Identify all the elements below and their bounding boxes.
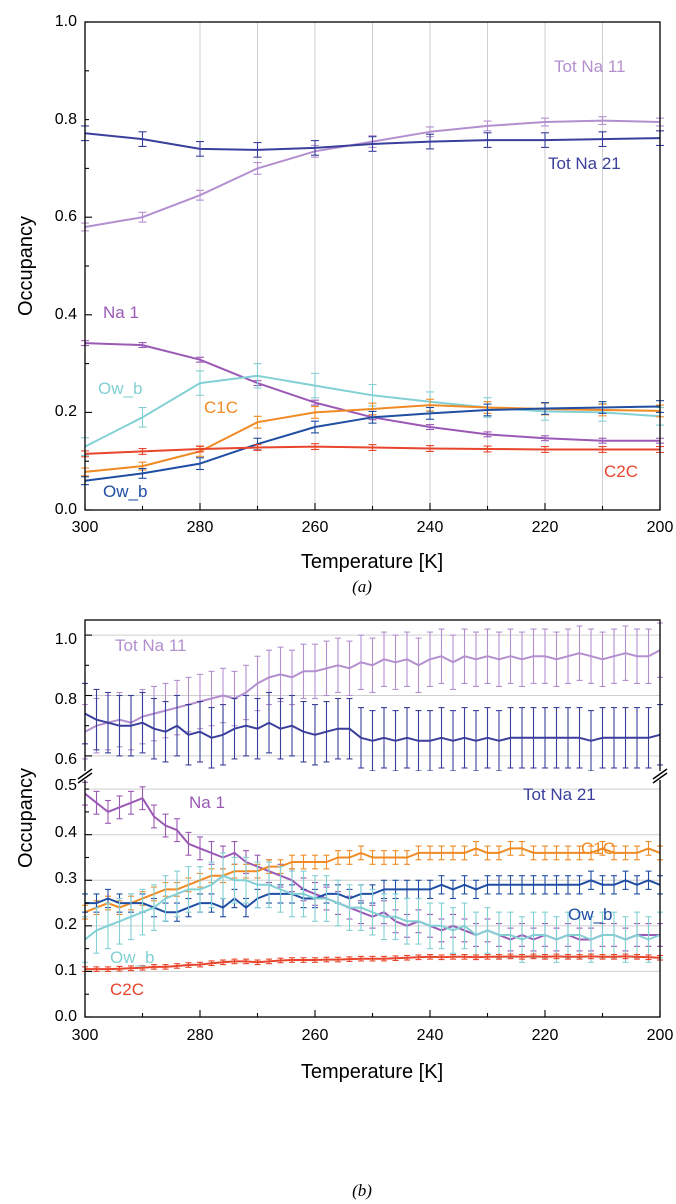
panel-b: 0.0 0.1 0.2 0.3 0.4 0.5 0.6 0.8 1.0 300 … [15,619,674,1200]
a-y-tick-label: 0.2 [55,403,77,420]
panel-b-axis-break-gap [79,771,666,780]
a-y-tick-label: 0.8 [55,111,77,128]
b-x-tick-label: 200 [647,1027,674,1044]
b-series-tot-na-21 [82,682,663,772]
panel-a: 0.0 0.2 0.4 0.6 0.8 1.0 300 280 260 240 … [15,13,673,596]
b-line-c2c [85,955,661,971]
b-y-tick-label: 0.5 [55,777,77,794]
a-line-c2c [84,445,660,455]
a-line-ow-b [84,405,661,482]
a-x-tick-label: 200 [647,519,674,536]
a-x-tick-label: 300 [72,519,99,536]
panel-a-gridlines [199,22,603,510]
a-label-c1c: C1C [204,398,238,417]
b-x-axis-title: Temperature [K] [301,1061,443,1083]
b-label-na-1: Na 1 [189,793,225,812]
b-x-tick-label: 220 [532,1027,559,1044]
a-panel-caption: (a) [352,577,372,596]
b-series-c2c [82,953,663,972]
panel-a-ticks [84,21,661,511]
b-label-c2c: C2C [110,980,144,999]
b-y-tick-label: 1.0 [55,631,77,648]
a-x-tick-label: 220 [532,519,559,536]
b-label-ow-b-dark: Ow_b [568,905,612,924]
panel-b-ticks [84,634,661,1018]
b-y-axis-title: Occupancy [15,768,37,868]
a-y-tick-label: 1.0 [55,13,77,30]
b-y-tick-label: 0.1 [55,962,77,979]
b-label-tot-na-21: Tot Na 21 [523,785,596,804]
b-line-tot-na-21 [84,712,661,742]
a-x-tick-label: 280 [187,519,214,536]
b-line-c1c [84,847,661,914]
b-line-tot-na-11 [84,649,661,733]
a-x-axis-title: Temperature [K] [301,551,443,573]
a-label-ow-b-light: Ow_b [98,379,142,398]
a-y-tick-label: 0.6 [55,208,77,225]
a-label-c2c: C2C [604,462,638,481]
b-panel-caption: (b) [352,1181,372,1200]
b-x-tick-label: 300 [72,1027,99,1044]
a-x-tick-label: 260 [302,519,329,536]
b-x-tick-label: 280 [187,1027,214,1044]
b-y-tick-label: 0.4 [55,824,77,841]
b-y-tick-label: 0.3 [55,870,77,887]
a-y-tick-label: 0.4 [55,306,77,323]
b-x-tick-label: 240 [417,1027,444,1044]
b-series-ow-b [82,852,663,963]
a-label-tot-na-11: Tot Na 11 [554,57,626,76]
b-x-tick-label: 260 [302,1027,329,1044]
a-x-tick-label: 240 [417,519,444,536]
b-y-tick-label: 0.0 [55,1008,77,1025]
b-y-tick-label: 0.6 [55,751,77,768]
b-y-tick-label: 0.8 [55,691,77,708]
b-y-tick-label: 0.2 [55,916,77,933]
panel-b-axis-break-left [77,768,93,784]
panel-b-axis-break-right [652,768,668,784]
a-label-ow-b-dark: Ow_b [103,482,147,501]
a-label-tot-na-21: Tot Na 21 [548,154,621,173]
a-line-c1c [84,404,661,473]
b-label-tot-na-11: Tot Na 11 [115,636,187,655]
a-y-axis-title: Occupancy [15,216,37,316]
b-line-ow-b [84,874,661,941]
b-label-c1c: C1C [581,839,615,858]
a-y-tick-label: 0.0 [55,501,77,518]
a-line-tot-na-21 [84,132,661,151]
a-line-ow-b [84,374,661,448]
panel-a-series [81,116,664,486]
a-label-na-1: Na 1 [103,303,139,322]
b-label-ow-b-light: Ow_b [110,948,154,967]
